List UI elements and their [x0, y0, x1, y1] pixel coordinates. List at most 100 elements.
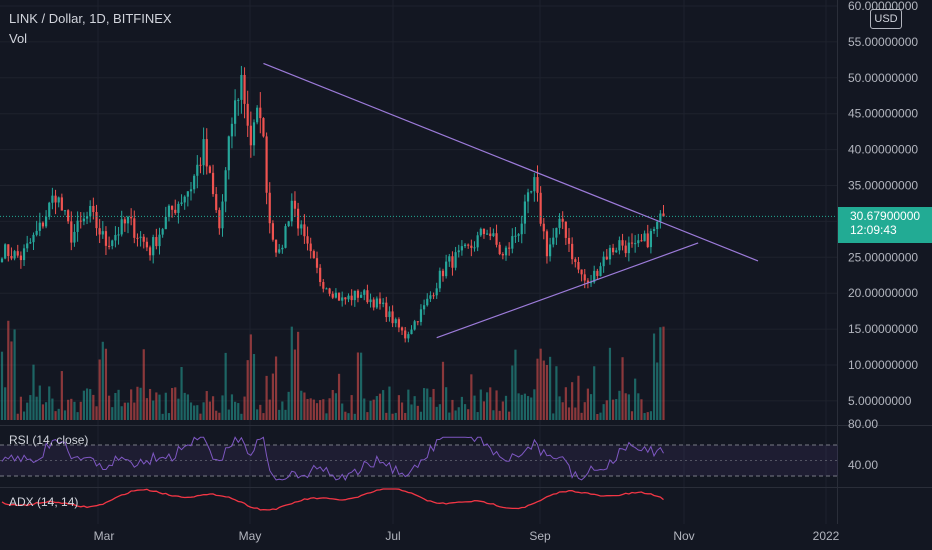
candle-body — [372, 299, 375, 308]
volume-bar — [498, 410, 501, 420]
volume-bar — [284, 409, 287, 420]
volume-bar — [297, 331, 300, 420]
candle-body — [448, 256, 451, 262]
candle-body — [189, 189, 193, 192]
volume-bar — [240, 413, 243, 420]
volume-bar — [136, 386, 139, 420]
rsi-legend[interactable]: RSI (14, close) — [9, 433, 89, 447]
volume-bar — [649, 411, 652, 420]
volume-bar — [92, 394, 95, 420]
volume-bar — [400, 402, 404, 420]
candle-body — [561, 218, 564, 222]
candle-body — [180, 202, 183, 204]
volume-bar — [656, 362, 659, 420]
volume-bar — [549, 356, 552, 420]
candles[interactable] — [0, 65, 665, 343]
currency-badge[interactable]: USD — [870, 9, 902, 29]
volume-bar — [271, 373, 274, 420]
candle-body — [347, 295, 350, 300]
candle-body — [369, 299, 372, 303]
candle-body — [136, 237, 139, 239]
volume-bar — [634, 378, 637, 420]
candle-body — [615, 250, 618, 253]
volume-bar — [161, 413, 164, 420]
trendlines[interactable] — [263, 62, 759, 339]
price-tick-label: 25.00000000 — [848, 250, 918, 264]
volume-bar — [224, 352, 227, 420]
candle-body — [501, 254, 504, 256]
volume-bar — [397, 395, 400, 420]
adx-legend[interactable]: ADX (14, 14) — [9, 495, 79, 509]
candle-body — [549, 244, 552, 257]
volume-legend[interactable]: Vol — [9, 31, 28, 46]
candle-body — [344, 297, 347, 300]
candle-body — [224, 170, 227, 202]
candle-body — [0, 258, 4, 263]
candle-body — [577, 261, 580, 270]
volume-bar — [309, 398, 312, 420]
candle-body — [652, 229, 656, 232]
time-tick-label: Nov — [673, 529, 694, 543]
volume-bar — [218, 412, 221, 420]
volume-bar — [580, 412, 583, 420]
volume-bar — [243, 396, 246, 420]
time-tick-label: Jul — [385, 529, 400, 543]
candle-body — [627, 242, 630, 254]
trendline — [263, 62, 759, 262]
candle-body — [297, 208, 300, 229]
volume-bar — [545, 364, 549, 420]
symbol-title[interactable]: LINK / Dollar, 1D, BITFINEX — [9, 11, 172, 26]
volume-bar — [331, 389, 334, 420]
volume-bar — [589, 394, 593, 420]
volume-bar — [489, 387, 492, 420]
candle-body — [287, 221, 290, 227]
volume-bar — [514, 349, 517, 420]
volume-bar — [120, 406, 123, 420]
candle-body — [161, 229, 164, 235]
candle-body — [621, 240, 624, 246]
price-axis[interactable]: 60.0000000055.0000000050.0000000045.0000… — [848, 0, 918, 408]
candle-body — [530, 191, 533, 193]
volume-bar — [45, 402, 48, 420]
volume-bar — [95, 406, 98, 420]
volume-bar — [246, 360, 249, 420]
candle-body — [202, 139, 205, 166]
volume-bar — [441, 361, 445, 420]
volume-bar — [596, 413, 599, 420]
volume-bar — [624, 393, 627, 420]
volume-bar — [174, 387, 177, 420]
candle-body — [511, 236, 514, 249]
volume-bar — [237, 403, 240, 420]
time-axis[interactable]: Mar May Jul Sep Nov 2022 — [94, 529, 840, 543]
volume-bar — [70, 398, 73, 420]
volume-bar — [482, 401, 486, 420]
candle-body — [328, 288, 331, 294]
time-tick-label: Mar — [94, 529, 115, 543]
candle-body — [92, 205, 95, 212]
candle-body — [404, 330, 407, 339]
candle-body — [227, 136, 230, 171]
rsi-axis[interactable]: 80.00 40.00 — [848, 417, 878, 472]
volume-bar — [419, 411, 423, 420]
candle-body — [331, 293, 334, 298]
volume-bar — [82, 390, 85, 420]
volume-bar — [26, 402, 29, 420]
volume-bar — [353, 413, 356, 420]
volume-bar — [637, 393, 640, 420]
volume-bar — [48, 386, 51, 420]
volume-bar — [530, 397, 533, 420]
candle-body — [580, 269, 583, 275]
candle-body — [388, 311, 391, 318]
candle-body — [400, 327, 404, 331]
last-price-value: 30.67900000 — [850, 209, 921, 223]
volume-bar — [202, 402, 205, 420]
volume-bar — [517, 393, 520, 420]
candle-body — [476, 235, 479, 248]
candle-body — [300, 224, 303, 229]
volume-bar — [375, 396, 378, 420]
candle-body — [564, 221, 567, 238]
candle-body — [259, 107, 262, 119]
candle-body — [104, 231, 108, 246]
candle-body — [145, 241, 148, 248]
